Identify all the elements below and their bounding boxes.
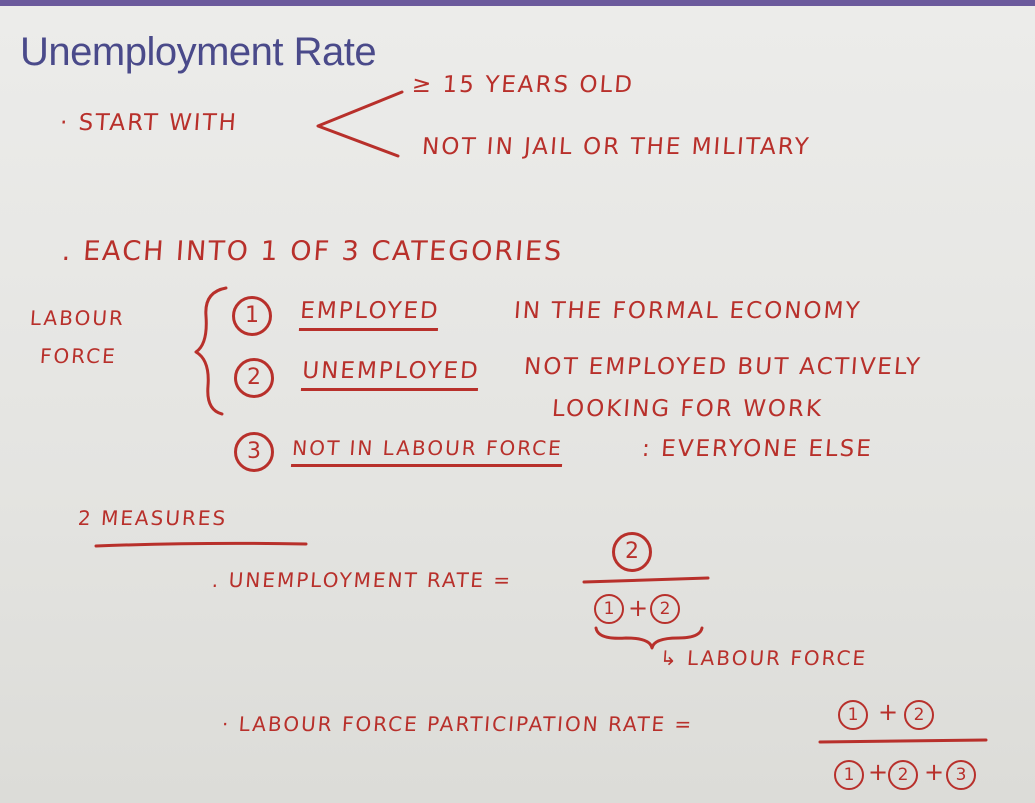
ur-numerator-2: 2 [612,532,652,572]
pr-fraction-bar [818,738,988,744]
pr-denominator-plus-2: + [924,758,945,786]
pr-numerator-1: 1 [838,700,868,730]
pr-denominator-plus-1: + [868,758,889,786]
handwritten-strokes [94,90,988,744]
ur-denominator-brace [594,626,704,650]
ur-denominator-plus: + [628,594,649,622]
category-number-2: 2 [234,358,274,398]
top-accent-bar [0,0,1035,6]
ur-fraction-bar [582,576,710,584]
start-with-bracket [316,90,404,158]
measures-underline [94,541,308,548]
category-number-3: 3 [234,432,274,472]
slide-title: Unemployment Rate [20,30,377,74]
ur-denominator-2: 2 [650,594,680,624]
pr-numerator-plus: + [878,698,899,726]
pr-denominator-3: 3 [946,760,976,790]
labour-force-brace [194,286,228,416]
pr-numerator-2: 2 [904,700,934,730]
pr-denominator-1: 1 [834,760,864,790]
pr-denominator-2: 2 [888,760,918,790]
ur-denominator-1: 1 [594,594,624,624]
category-number-1: 1 [232,296,272,336]
whiteboard-slide: Unemployment Rate · START WITH ≥ 15 YEAR… [0,6,1035,803]
